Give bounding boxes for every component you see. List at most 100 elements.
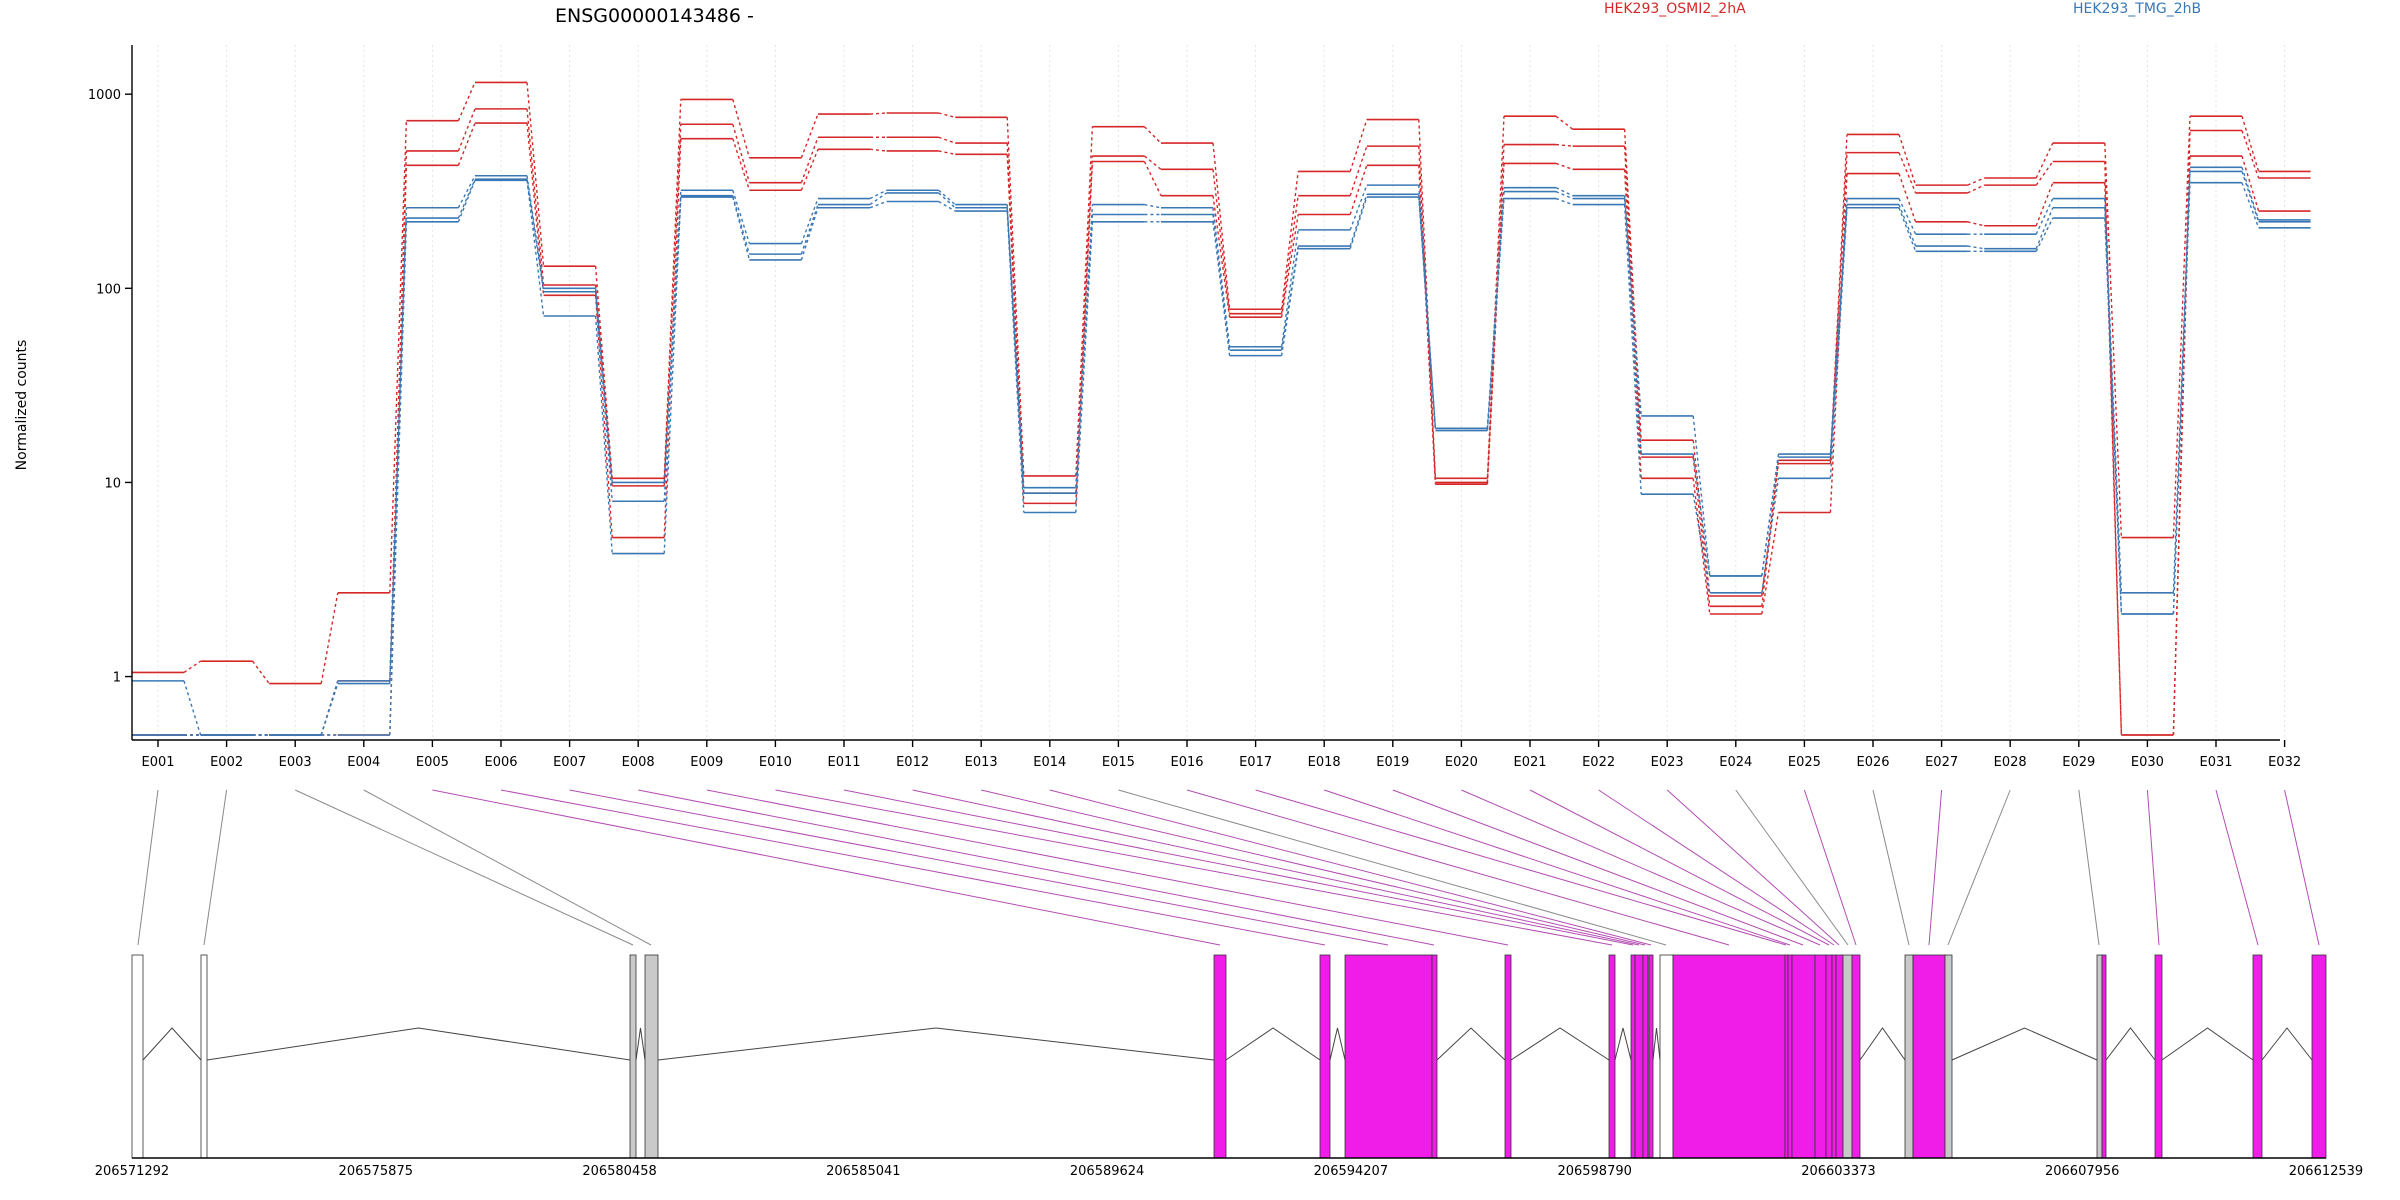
series-connector: [2172, 116, 2191, 538]
series-connector: [1349, 145, 1368, 196]
series-connector: [800, 137, 819, 183]
series-connector: [1898, 134, 1917, 186]
exon-box: [1851, 954, 1861, 1159]
series-connector: [2241, 130, 2260, 179]
exon-connector: [775, 789, 1613, 946]
x-tick-label-e028: E028: [1994, 755, 2027, 770]
series-connector: [1829, 173, 1848, 513]
exon-connector: [2146, 789, 2160, 946]
series-connector: [1829, 152, 1848, 464]
x-tick-label-e008: E008: [622, 755, 655, 770]
exon-box: [1648, 954, 1654, 1159]
series-connector: [389, 221, 408, 736]
exon-box: [1825, 954, 1833, 1159]
series-connector: [800, 204, 819, 255]
series-connector: [1280, 171, 1299, 310]
x-tick-label-e024: E024: [1719, 755, 1752, 770]
series-connector: [1692, 478, 1711, 615]
series-connector: [1623, 129, 1642, 441]
series-connector: [1623, 195, 1642, 417]
series-connector: [2035, 142, 2054, 179]
intron: [1510, 1027, 1610, 1061]
series-connector: [2035, 182, 2054, 227]
series-connector: [183, 660, 201, 674]
series-connector: [869, 189, 887, 200]
intron: [1225, 1027, 1321, 1061]
series-connector: [1212, 221, 1231, 356]
exon-box: [1814, 954, 1827, 1159]
series-connector: [663, 190, 682, 483]
x-tick-label-e010: E010: [759, 755, 792, 770]
series-connector: [320, 680, 339, 736]
exon-connector: [1529, 789, 1830, 946]
genomic-tick-label: 206603373: [1801, 1164, 1875, 1179]
series-connector: [1212, 142, 1231, 310]
series-connector: [1075, 214, 1094, 494]
exon-connector: [432, 789, 1221, 946]
exon-box: [1659, 954, 1674, 1159]
x-tick-label-e016: E016: [1170, 755, 1203, 770]
series-connector: [1006, 204, 1025, 488]
exon-connector: [1947, 789, 2011, 946]
series-connector: [1555, 190, 1573, 200]
series-connector: [1143, 161, 1162, 196]
exon-box: [1787, 954, 1793, 1159]
exon-connector: [1255, 789, 1787, 946]
series-connector: [800, 113, 819, 159]
exon-connector: [500, 789, 1326, 946]
x-tick-label-e006: E006: [484, 755, 517, 770]
x-tick-label-e003: E003: [279, 755, 312, 770]
series-connector: [457, 180, 476, 223]
series-connector: [1006, 211, 1025, 513]
series-connector: [1280, 248, 1299, 356]
exon-box: [1319, 954, 1331, 1159]
series-connector: [457, 175, 476, 209]
series-connector: [2035, 161, 2054, 186]
series-connector: [320, 592, 339, 684]
exon-connector: [981, 789, 1646, 946]
series-connector: [1212, 195, 1231, 318]
series-connector: [1349, 194, 1368, 247]
series-connector: [732, 138, 751, 191]
exon-connector: [843, 789, 1634, 946]
exon-connector: [1118, 789, 1667, 946]
series-connector: [1555, 162, 1573, 171]
exon-connectors: [137, 789, 2320, 946]
exon-box: [1835, 954, 1844, 1159]
exon-connector: [1928, 789, 1943, 946]
series-connector: [1555, 115, 1574, 130]
exon-box: [2252, 954, 2263, 1159]
series-connector: [1006, 117, 1025, 476]
genomic-tick-label: 206612539: [2289, 1164, 2363, 1179]
series-connector: [1967, 177, 1985, 186]
series-connector: [1349, 165, 1368, 215]
series-connector: [252, 660, 270, 685]
x-tick-label-e007: E007: [553, 755, 586, 770]
x-tick-label-e025: E025: [1788, 755, 1821, 770]
x-tick-label-e019: E019: [1376, 755, 1409, 770]
series-connector: [1212, 169, 1231, 314]
intron: [1329, 1027, 1346, 1061]
series-connector: [1623, 204, 1642, 495]
exon-connector: [1872, 789, 1910, 946]
series-connector: [1692, 494, 1711, 593]
exon-connector: [203, 789, 228, 946]
series-connector: [594, 288, 613, 483]
series-connector: [1555, 143, 1573, 147]
x-tick-label-e009: E009: [690, 755, 723, 770]
exon-connector: [912, 789, 1640, 946]
series-connector: [869, 148, 887, 152]
series-connector: [1829, 204, 1848, 458]
axes: 1 10 100 1000 E001 E002 E003 E004 E005 E006 E007 E0…: [88, 45, 2301, 770]
series-connector: [732, 99, 751, 159]
series-connector: [594, 295, 613, 538]
exon-box: [1904, 954, 1914, 1159]
exon-connector: [137, 789, 159, 946]
series-connector: [1898, 152, 1917, 194]
x-tick-label-e013: E013: [965, 755, 998, 770]
series-connector: [1692, 453, 1711, 576]
series-connector: [732, 124, 751, 183]
x-tick-label-e020: E020: [1445, 755, 1478, 770]
series-lines: [132, 81, 2311, 736]
exon-connector: [2284, 789, 2320, 946]
